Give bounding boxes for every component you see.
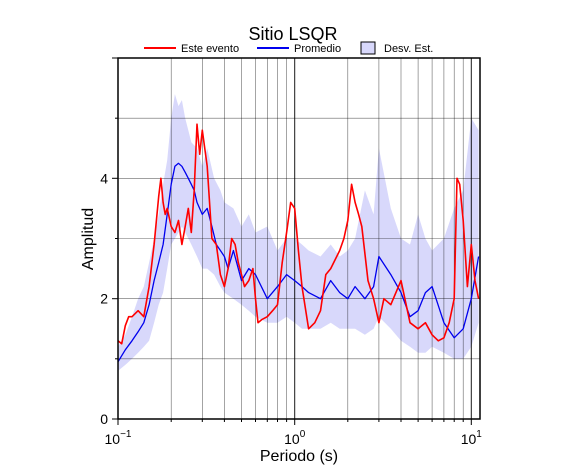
legend-label-mean: Promedio	[294, 43, 341, 55]
chart-title: Sitio LSQR	[248, 24, 337, 44]
x-axis-title: Periodo (s)	[260, 448, 338, 465]
x-tick-label: 101	[461, 429, 483, 447]
x-tick-label: 10−1	[105, 429, 132, 447]
legend-label-event: Este evento	[181, 43, 239, 55]
legend: Este evento Promedio Desv. Est.	[144, 41, 433, 55]
y-tick-label: 4	[100, 170, 108, 186]
y-tick-label: 0	[100, 411, 108, 427]
y-tick-label: 2	[100, 291, 108, 307]
plot-area	[117, 57, 481, 420]
std-band-layer	[118, 94, 479, 371]
legend-swatch-std	[360, 41, 376, 55]
x-tick-label: 100	[284, 429, 306, 447]
series-layer	[117, 123, 480, 363]
series-line-event	[117, 123, 480, 345]
std-band	[118, 94, 479, 371]
tick-layer: 10−1 100 101 0 2 4	[100, 57, 483, 447]
legend-label-std: Desv. Est.	[384, 43, 433, 55]
series-line-mean	[117, 162, 480, 363]
y-axis-title: Amplitud	[80, 208, 97, 270]
